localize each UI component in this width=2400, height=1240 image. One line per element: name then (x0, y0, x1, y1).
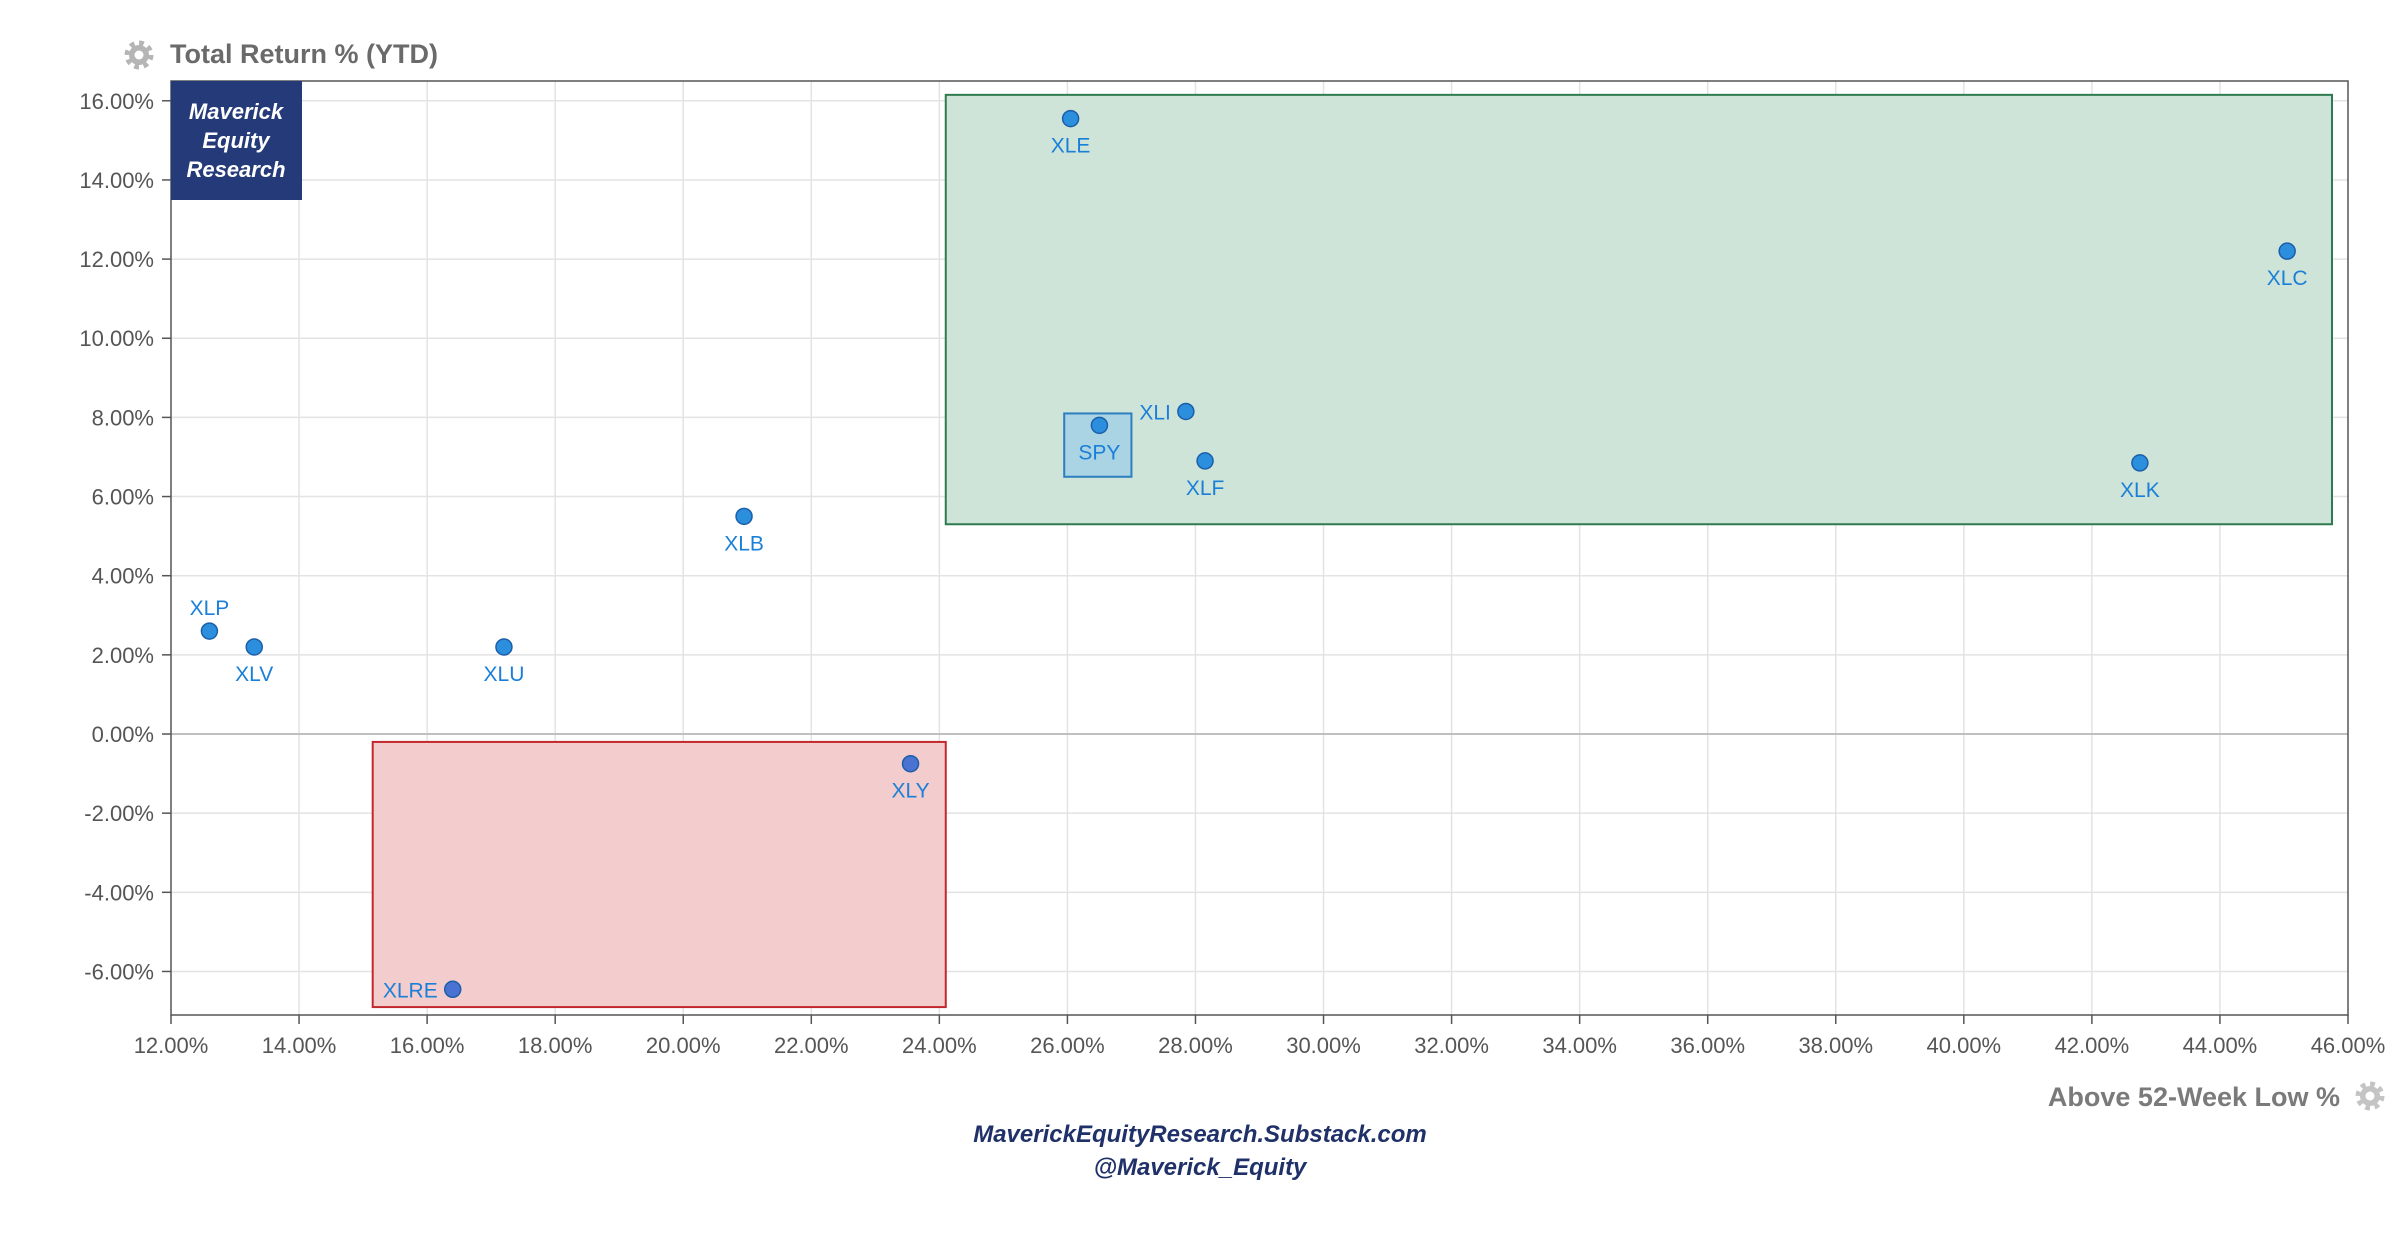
y-tick-label: 0.00% (92, 722, 154, 747)
point-label: XLI (1139, 401, 1171, 424)
x-tick-label: 30.00% (1286, 1033, 1361, 1058)
point-label: XLK (2120, 479, 2160, 502)
point-label: XLP (190, 597, 230, 620)
plot-frame (170, 80, 2349, 1016)
data-point (245, 638, 263, 656)
x-tick-label: 22.00% (774, 1033, 849, 1058)
highlight-region (371, 740, 947, 1009)
logo-line-3: Research (186, 157, 285, 182)
highlight-region (944, 93, 2333, 526)
x-tick-label: 34.00% (1542, 1033, 1617, 1058)
data-point (1177, 402, 1195, 421)
y-tick-label: 10.00% (79, 326, 154, 351)
logo: Maverick Equity Research (171, 81, 302, 200)
point-label: XLRE (383, 979, 438, 1002)
x-tick-label: 32.00% (1414, 1033, 1489, 1058)
x-tick-label: 18.00% (518, 1033, 593, 1058)
data-point (443, 980, 462, 999)
logo-box (171, 81, 302, 200)
y-tick-label: -4.00% (84, 880, 154, 905)
data-point (901, 754, 920, 773)
x-tick-label: 24.00% (902, 1033, 977, 1058)
data-point (495, 638, 513, 656)
x-tick-label: 46.00% (2311, 1033, 2386, 1058)
data-point (1196, 452, 1214, 470)
x-tick-label: 16.00% (390, 1033, 465, 1058)
y-tick-label: 4.00% (92, 564, 154, 589)
point-label: XLC (2267, 267, 2308, 290)
x-tick-label: 28.00% (1158, 1033, 1233, 1058)
point-label: XLV (235, 663, 273, 686)
data-points: XLE XLC XLI SPY XLF XLK XLB XLP XLV XLU XLY XLRE (190, 109, 2308, 1002)
data-point (735, 507, 753, 526)
x-tick-label: 36.00% (1670, 1033, 1745, 1058)
y-tick-label: 8.00% (92, 405, 154, 430)
x-axis-title: Above 52-Week Low % (2048, 1082, 2340, 1112)
point-label: XLY (891, 780, 929, 803)
y-tick-label: 12.00% (79, 247, 154, 272)
data-point (2131, 454, 2149, 472)
logo-line-2: Equity (202, 128, 271, 153)
point-label: XLB (724, 532, 764, 555)
point-label: XLF (1186, 477, 1225, 500)
regions (371, 93, 2333, 1009)
y-tick-label: 14.00% (79, 168, 154, 193)
y-tick-label: 2.00% (92, 643, 154, 668)
data-point (200, 622, 219, 640)
x-tick-label: 38.00% (1798, 1033, 1873, 1058)
y-tick-label: 6.00% (92, 485, 154, 510)
chart-title: Total Return % (YTD) (170, 39, 438, 69)
data-point (1061, 109, 1080, 128)
data-point (2278, 242, 2296, 260)
tick-labels: 12.00% 14.00% 16.00% 18.00% 20.00% 22.00% 24.0… (79, 89, 2385, 1058)
xlabel-gear-icon[interactable] (2355, 1081, 2385, 1111)
x-tick-label: 20.00% (646, 1033, 721, 1058)
x-tick-label: 44.00% (2183, 1033, 2258, 1058)
title-gear-icon[interactable] (124, 40, 154, 70)
point-label: XLU (484, 663, 525, 686)
footer-handle: @Maverick_Equity (1093, 1154, 1307, 1181)
y-tick-label: 16.00% (79, 89, 154, 114)
footer-site: MaverickEquityResearch.Substack.com (973, 1121, 1427, 1148)
logo-line-1: Maverick (189, 99, 285, 124)
point-label: SPY (1078, 441, 1120, 464)
x-tick-label: 12.00% (134, 1033, 209, 1058)
y-tick-label: -2.00% (84, 801, 154, 826)
y-tick-label: -6.00% (84, 959, 154, 984)
x-tick-label: 40.00% (1927, 1033, 2002, 1058)
x-tick-label: 42.00% (2055, 1033, 2130, 1058)
data-point (1090, 416, 1109, 435)
x-tick-label: 14.00% (262, 1033, 337, 1058)
point-label: XLE (1051, 135, 1091, 158)
x-tick-label: 26.00% (1030, 1033, 1105, 1058)
